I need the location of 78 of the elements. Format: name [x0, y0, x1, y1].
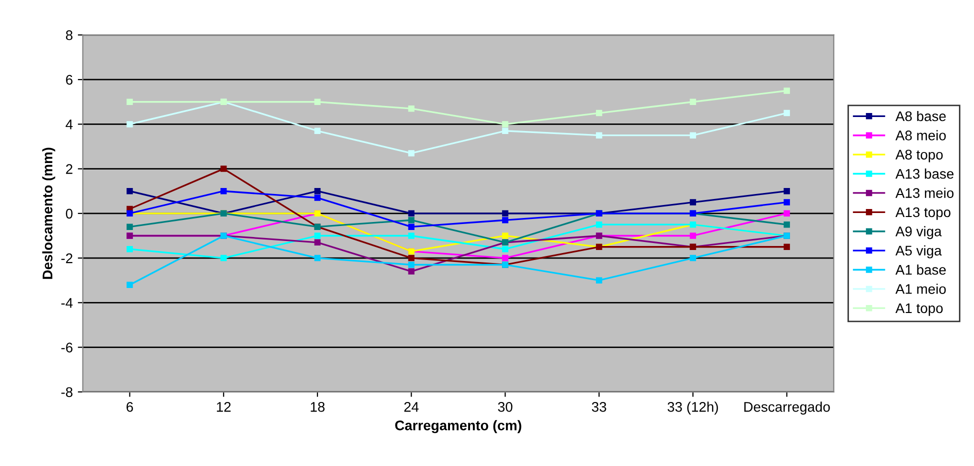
point — [784, 210, 790, 217]
point — [784, 88, 790, 94]
point — [408, 150, 414, 156]
x-tick-label: 12 — [216, 402, 231, 412]
point — [502, 216, 508, 224]
point — [408, 254, 414, 262]
point — [408, 262, 414, 268]
legend-label: A1 meio — [895, 284, 946, 294]
point — [784, 199, 790, 206]
y-tick-label: -4 — [61, 298, 73, 308]
point — [126, 98, 133, 106]
point — [126, 121, 133, 128]
point — [220, 254, 227, 262]
legend-label: A8 meio — [895, 130, 946, 140]
x-tick-label: 6 — [126, 402, 133, 412]
y-tick-label: 2 — [66, 164, 72, 174]
point — [690, 199, 696, 206]
point — [314, 254, 321, 262]
point — [502, 210, 508, 217]
x-tick-label: 30 — [498, 402, 512, 412]
point — [408, 268, 414, 275]
point — [690, 232, 696, 239]
y-tick-label: 8 — [66, 30, 72, 40]
point — [784, 244, 790, 250]
legend-label: A8 topo — [895, 150, 943, 162]
x-tick-label: 33 (12h) — [668, 402, 718, 415]
point — [502, 121, 508, 128]
x-tick-label: 33 — [592, 402, 606, 412]
point — [596, 132, 602, 138]
point — [408, 232, 414, 239]
point — [126, 246, 133, 252]
x-axis-title: Carregamento (cm) — [395, 420, 522, 434]
legend-label: A9 viga — [895, 226, 942, 240]
y-tick-label: 0 — [66, 208, 73, 219]
legend-label: A13 base — [895, 168, 954, 179]
point — [314, 188, 321, 194]
point — [220, 166, 227, 172]
point — [596, 221, 602, 228]
point — [408, 224, 414, 230]
point — [408, 210, 414, 217]
point — [314, 239, 321, 246]
point — [502, 246, 508, 252]
x-tick-label: 18 — [310, 402, 325, 412]
point — [784, 110, 790, 116]
point — [220, 188, 227, 194]
y-axis-title: Deslocamento (mm) — [42, 148, 56, 279]
legend-label: A5 viga — [895, 245, 942, 258]
point — [502, 232, 508, 239]
y-tick-label: -8 — [61, 387, 72, 398]
x-tick-label: 24 — [404, 402, 419, 412]
point — [502, 254, 508, 262]
point — [314, 194, 321, 201]
y-tick-label: -2 — [61, 253, 72, 264]
point — [126, 188, 133, 194]
legend-label: A8 base — [895, 110, 946, 122]
y-tick-label: -6 — [61, 342, 72, 352]
point — [596, 110, 602, 116]
point — [502, 128, 508, 134]
point — [690, 254, 696, 262]
point — [690, 98, 696, 106]
point — [126, 224, 133, 230]
y-tick-label: 4 — [66, 120, 73, 130]
point — [314, 98, 321, 106]
legend-label: A1 topo — [895, 303, 943, 316]
point — [126, 282, 133, 288]
point — [314, 232, 321, 239]
point — [784, 188, 790, 194]
y-tick-label: 6 — [66, 74, 72, 85]
point — [596, 277, 602, 284]
legend-label: A13 topo — [895, 207, 950, 220]
legend-label: A1 base — [895, 264, 946, 275]
point — [408, 216, 414, 224]
point — [408, 105, 414, 112]
x-tick-label: Descarregado — [744, 402, 830, 415]
point — [690, 132, 696, 138]
point — [784, 221, 790, 228]
point — [314, 128, 321, 134]
legend-label: A13 meio — [895, 188, 954, 198]
